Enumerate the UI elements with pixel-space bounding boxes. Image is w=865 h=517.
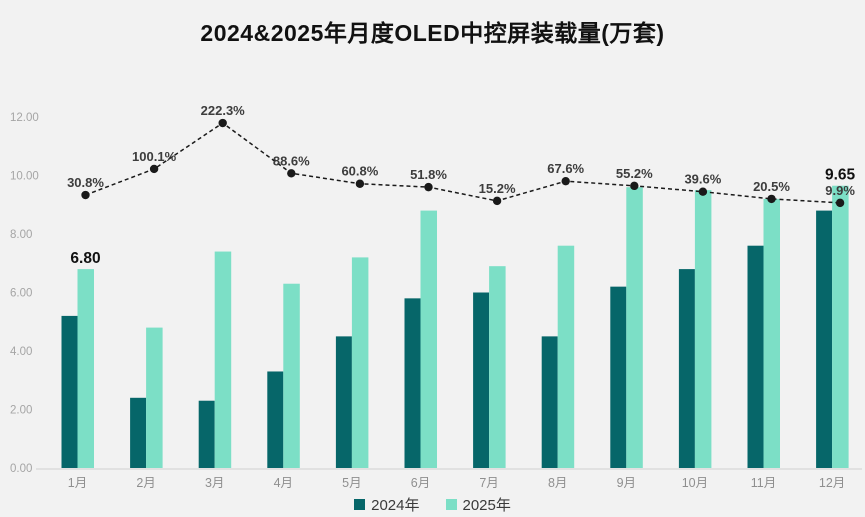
bar-2025-9月: [626, 187, 643, 468]
growth-point-7月: [492, 196, 502, 206]
bar-2025-3月: [214, 251, 232, 468]
y-tick-label: 2.00: [10, 405, 32, 417]
growth-label-11月: 20.5%: [753, 179, 790, 194]
x-tick-label-4月: 4月: [274, 476, 293, 490]
bar-2025-8月: [557, 245, 575, 468]
bar-2024-8月: [541, 336, 558, 468]
bar-2024-4月: [267, 371, 284, 468]
chart-title: 2024&2025年月度OLED中控屏装载量(万套): [200, 20, 665, 46]
bar-2024-7月: [473, 292, 490, 468]
x-tick-label-12月: 12月: [819, 476, 845, 490]
bar-2025-6月: [420, 210, 437, 468]
growth-point-5月: [355, 179, 365, 188]
growth-point-4月: [287, 169, 296, 178]
bar-2024-3月: [198, 400, 215, 468]
bar-2025-1月: [77, 269, 94, 468]
bar-2025-12月: [832, 185, 849, 469]
bar-2024-5月: [335, 336, 352, 468]
bar-2024-2月: [130, 397, 147, 468]
y-tick-label: 0.00: [10, 463, 32, 475]
growth-point-6月: [424, 182, 433, 192]
y-tick-label: 8.00: [10, 229, 32, 241]
growth-label-5月: 60.8%: [341, 164, 378, 179]
x-tick-label-2月: 2月: [136, 476, 155, 490]
growth-point-3月: [218, 118, 227, 128]
bar-2025-2月: [146, 327, 163, 468]
bar-2024-9月: [610, 286, 627, 468]
bar-2025-5月: [351, 257, 369, 468]
growth-point-10月: [698, 187, 708, 196]
bar-2025-10月: [694, 190, 712, 468]
legend-swatch-2025: [445, 499, 457, 510]
bar-value-label-1月: 6.80: [70, 250, 100, 267]
bar-2024-12月: [816, 210, 833, 468]
growth-label-12月: 9.9%: [825, 183, 855, 198]
growth-label-1月: 30.8%: [67, 175, 104, 190]
y-tick-label: 4.00: [10, 346, 32, 358]
legend-label-2025: 2025年: [462, 497, 511, 514]
growth-point-8月: [561, 176, 570, 186]
x-tick-label-9月: 9月: [617, 476, 636, 490]
x-tick-label-7月: 7月: [479, 476, 498, 490]
bar-2024-6月: [404, 298, 421, 468]
legend-label-2024: 2024年: [371, 497, 420, 514]
chart-legend: 2024年 2025年: [0, 494, 865, 515]
bar-2025-4月: [283, 283, 300, 468]
y-tick-label: 6.00: [10, 288, 32, 300]
growth-label-3月: 222.3%: [201, 103, 246, 118]
growth-label-8月: 67.6%: [547, 161, 584, 176]
x-tick-label-11月: 11月: [751, 476, 776, 490]
y-tick-label: 12.00: [10, 112, 39, 124]
growth-label-9月: 55.2%: [616, 166, 653, 181]
legend-item-2024: 2024年: [354, 494, 420, 515]
bar-2025-7月: [489, 266, 506, 468]
bar-2024-1月: [61, 315, 78, 468]
bar-2024-10月: [678, 269, 695, 468]
growth-label-2月: 100.1%: [132, 149, 177, 164]
growth-label-7月: 15.2%: [479, 181, 516, 196]
growth-point-12月: [835, 198, 845, 208]
bar-value-label-12月: 9.65: [825, 167, 856, 184]
growth-point-11月: [767, 194, 776, 204]
growth-point-9月: [630, 181, 639, 191]
bar-2025-11月: [763, 198, 780, 468]
chart-canvas: 0.00 2.00 4.00 6.00 8.00 10.00 12.00 6.80 1月 2月 3月…: [10, 103, 862, 490]
y-tick-label: 10.00: [10, 171, 39, 183]
growth-rate-line: [85, 122, 841, 204]
growth-label-6月: 51.8%: [410, 167, 447, 182]
x-tick-label-5月: 5月: [342, 476, 361, 490]
legend-swatch-2024: [354, 499, 366, 510]
growth-point-1月: [81, 190, 90, 200]
growth-label-10月: 39.6%: [684, 172, 721, 187]
bar-2024-11月: [747, 245, 764, 468]
growth-label-4月: 88.6%: [273, 153, 310, 168]
x-tick-label-3月: 3月: [205, 476, 224, 490]
legend-item-2025: 2025年: [445, 494, 511, 515]
x-tick-label-6月: 6月: [411, 476, 430, 490]
x-tick-label-8月: 8月: [548, 476, 567, 490]
growth-point-2月: [149, 164, 159, 174]
x-tick-label-1月: 1月: [68, 476, 87, 490]
x-tick-label-10月: 10月: [682, 476, 708, 490]
